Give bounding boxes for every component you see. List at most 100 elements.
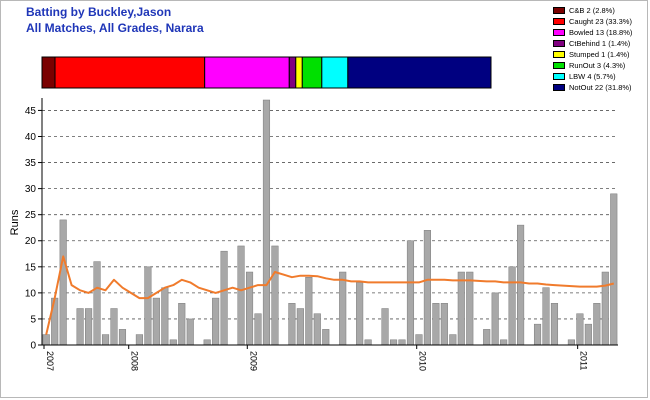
legend-item-1: Caught 23 (33.3%) [553, 16, 632, 27]
dismissal-segment-3 [288, 56, 297, 89]
legend-swatch-7 [553, 84, 565, 91]
legend-swatch-0 [553, 7, 565, 14]
bar-59 [542, 287, 550, 346]
bar-50 [466, 271, 474, 346]
y-tick-label-9: 45 [25, 106, 37, 117]
legend-label-6: LBW 4 (5.7%) [569, 72, 616, 81]
bar-8 [110, 308, 118, 346]
legend-swatch-3 [553, 40, 565, 47]
bar-58 [533, 323, 542, 346]
dismissal-segment-4 [295, 56, 303, 89]
legend-item-6: LBW 4 (5.7%) [553, 71, 632, 82]
legend-swatch-2 [553, 29, 565, 36]
bar-25 [254, 313, 262, 346]
bar-27 [271, 245, 279, 346]
bar-13 [152, 297, 160, 346]
y-tick-label-7: 35 [25, 158, 37, 169]
bar-17 [186, 318, 194, 346]
bar-20 [212, 297, 220, 346]
bar-53 [491, 292, 499, 346]
legend-label-1: Caught 23 (33.3%) [569, 17, 632, 26]
dismissal-segment-1 [54, 56, 206, 89]
y-tick-label-8: 40 [25, 132, 37, 143]
bar-46 [432, 303, 440, 346]
x-tick-label-2: 2009 [248, 351, 258, 371]
legend-item-3: CtBehind 1 (1.4%) [553, 38, 632, 49]
bar-56 [517, 224, 525, 346]
bar-19 [203, 339, 211, 346]
x-tick-label-3: 2010 [418, 351, 428, 371]
legend-label-2: Bowled 13 (18.8%) [569, 28, 633, 37]
bar-45 [423, 230, 431, 346]
bar-48 [449, 334, 457, 346]
chart-subtitle: All Matches, All Grades, Narara [26, 21, 204, 35]
dismissal-segment-7 [347, 56, 492, 89]
bar-6 [93, 261, 101, 346]
bar-44 [415, 334, 423, 346]
bar-15 [169, 339, 177, 346]
y-tick-label-3: 15 [25, 262, 37, 273]
y-tick-label-6: 30 [25, 184, 37, 195]
bar-62 [567, 339, 575, 346]
legend-swatch-4 [553, 51, 565, 58]
bar-54 [500, 339, 508, 346]
legend-swatch-6 [553, 73, 565, 80]
legend-item-7: NotOut 22 (31.8%) [553, 82, 632, 93]
legend-swatch-1 [553, 18, 565, 25]
bar-49 [457, 271, 465, 346]
bar-38 [364, 339, 372, 346]
bar-23 [237, 245, 245, 346]
bar-67 [610, 193, 618, 346]
legend-label-3: CtBehind 1 (1.4%) [569, 39, 631, 48]
bar-40 [381, 308, 389, 346]
dismissal-segment-5 [301, 56, 323, 89]
dismissal-segment-0 [41, 56, 56, 89]
bar-12 [144, 266, 152, 346]
x-tick-label-0: 2007 [45, 351, 55, 371]
y-axis-label: Runs [9, 209, 21, 235]
legend-label-7: NotOut 22 (31.8%) [569, 83, 632, 92]
dismissal-segment-2 [204, 56, 290, 89]
bar-42 [398, 339, 406, 346]
bar-32 [313, 313, 321, 346]
bar-7 [101, 334, 110, 346]
legend-label-5: RunOut 3 (4.3%) [569, 61, 626, 70]
bar-37 [356, 282, 364, 346]
bar-16 [178, 303, 186, 346]
legend-item-5: RunOut 3 (4.3%) [553, 60, 632, 71]
legend-item-2: Bowled 13 (18.8%) [553, 27, 632, 38]
y-tick-label-2: 10 [25, 288, 37, 299]
bar-30 [296, 308, 304, 346]
dismissal-segment-6 [321, 56, 349, 89]
dismissal-bar-outline [41, 56, 492, 89]
bar-41 [389, 339, 398, 346]
bar-47 [440, 303, 448, 346]
bar-0 [42, 334, 50, 346]
bar-52 [483, 329, 491, 346]
x-tick-label-1: 2008 [130, 351, 140, 371]
y-tick-label-5: 25 [25, 210, 37, 221]
bar-35 [339, 271, 347, 346]
bar-33 [322, 329, 330, 346]
bar-66 [601, 271, 609, 346]
bar-5 [85, 308, 93, 346]
bar-24 [245, 271, 254, 346]
bar-2 [59, 219, 67, 346]
legend-item-4: Stumped 1 (1.4%) [553, 49, 632, 60]
legend-label-4: Stumped 1 (1.4%) [569, 50, 630, 59]
bar-31 [305, 276, 313, 346]
y-tick-label-1: 5 [30, 314, 36, 325]
average-line [45, 255, 615, 335]
bar-14 [161, 287, 169, 346]
dismissal-legend: C&B 2 (2.8%) Caught 23 (33.3%) Bowled 13 (… [553, 5, 632, 93]
bar-11 [135, 334, 143, 346]
y-tick-label-4: 20 [25, 236, 37, 247]
bar-29 [288, 303, 296, 346]
bar-9 [118, 329, 127, 346]
bar-64 [584, 323, 592, 346]
bar-4 [76, 308, 84, 346]
legend-swatch-5 [553, 62, 565, 69]
x-tick-label-4: 2011 [579, 351, 589, 370]
chart-title: Batting by Buckley,Jason [26, 5, 172, 19]
